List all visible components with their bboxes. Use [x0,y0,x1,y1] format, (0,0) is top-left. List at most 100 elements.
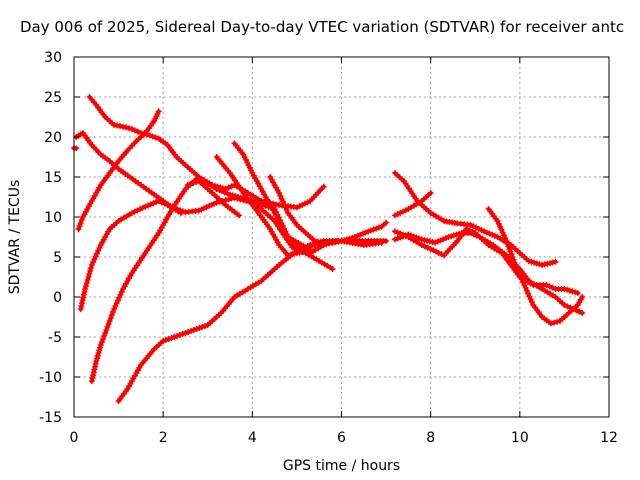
series-arc-3 [86,94,385,251]
data-point [105,321,112,327]
data-point [525,258,532,264]
data-point [85,274,92,280]
data-point [102,330,109,336]
data-point [92,253,99,260]
data-point [153,199,160,206]
data-point [258,198,265,204]
data-point [516,270,523,277]
data-point [450,232,457,239]
data-point [383,238,390,244]
data-point [527,296,534,303]
data-point [94,355,101,362]
data-point [507,248,514,255]
data-point [497,223,504,230]
data-point [96,244,103,251]
data-point [518,276,525,283]
y-tick-label: 15 [44,170,62,186]
data-point [470,223,477,230]
data-point [569,288,576,295]
data-point [408,232,415,239]
data-point [152,134,159,141]
data-point [304,199,311,206]
data-point [131,127,138,134]
data-point [373,225,380,232]
data-point [299,246,306,253]
data-point [293,204,300,211]
data-point [392,236,398,243]
data-point [498,226,505,233]
data-point [475,225,482,232]
data-point [494,218,501,224]
data-point [103,327,110,333]
data-point [211,182,218,189]
data-point [522,284,529,291]
data-point [171,334,178,340]
data-point [99,336,106,342]
data-point [82,286,89,292]
data-point [483,229,490,236]
data-point [478,227,485,234]
series-arc-16 [485,206,586,327]
data-point [106,318,113,324]
data-point [299,201,306,208]
data-point [273,201,280,208]
data-point [486,230,493,237]
data-point [504,240,511,247]
data-point [193,326,200,332]
data-point [97,342,104,348]
data-point [579,294,586,300]
data-point [120,123,127,130]
data-point [307,242,314,248]
data-point [147,201,154,208]
data-point [448,233,455,240]
data-point [77,220,84,226]
data-point [392,212,398,219]
data-point [489,231,496,238]
data-point [209,182,216,188]
data-point [235,194,242,200]
data-point [213,199,220,206]
data-point [168,335,175,341]
data-point [178,210,184,216]
x-tick-label: 2 [159,430,168,446]
data-point [418,242,425,248]
data-point [285,252,291,259]
data-point [456,230,463,237]
data-point [394,235,401,242]
data-point [86,271,93,277]
data-point [225,196,232,203]
data-point [136,206,143,213]
data-point [435,249,442,256]
data-point [142,203,149,210]
data-point [214,183,221,190]
data-point [84,277,91,283]
data-point [88,262,95,268]
data-point [278,195,285,202]
data-point [128,210,135,216]
data-point [564,303,571,310]
data-point [405,231,412,238]
data-point [433,248,440,255]
data-point [165,336,172,342]
data-point [232,193,239,200]
y-tick-label: 20 [44,130,62,146]
data-point [95,350,102,356]
data-point [536,261,543,268]
data-point [400,233,407,240]
data-point [199,324,206,330]
data-point [499,229,506,236]
data-point [235,212,242,219]
data-point [113,300,120,307]
x-tick-label: 6 [337,430,346,446]
data-point [495,220,502,227]
data-point [329,266,336,272]
data-point [222,186,229,192]
data-point [279,198,286,205]
y-tick-label: 25 [44,90,62,106]
data-point [543,282,550,288]
x-tick-label: 4 [248,430,257,446]
x-tick-label: 12 [600,430,618,446]
data-point [502,235,509,242]
data-point [370,226,377,233]
y-tick-label: -10 [39,370,62,386]
